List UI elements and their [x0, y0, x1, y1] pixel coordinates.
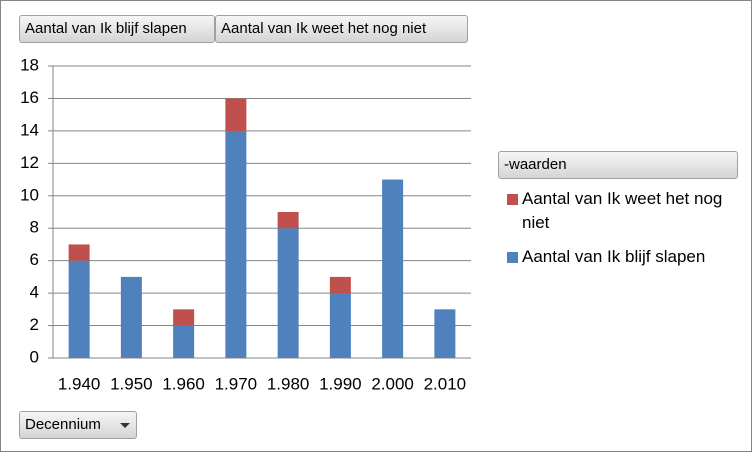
y-tick-label: 4 [30, 283, 39, 302]
x-tick-label: 2.000 [371, 374, 414, 393]
bar-segment [225, 98, 247, 131]
legend-item: Aantal van Ik weet het nog niet [498, 187, 738, 235]
x-tick-label: 1.990 [319, 374, 362, 393]
bar-segment [120, 276, 142, 358]
bar-segment [382, 179, 404, 358]
bar-segment [225, 130, 247, 358]
y-tick-label: 6 [30, 250, 39, 269]
bar-segment [173, 325, 195, 358]
bar-segment [277, 228, 299, 358]
legend: -waarden Aantal van Ik weet het nog niet… [498, 151, 738, 279]
filter-button[interactable]: Aantal van Ik weet het nog niet [215, 15, 468, 43]
y-tick-label: 16 [20, 88, 39, 107]
legend-item: Aantal van Ik blijf slapen [498, 245, 738, 269]
x-tick-label: 1.940 [58, 374, 101, 393]
y-tick-label: 2 [30, 315, 39, 334]
bar-segment [68, 260, 90, 358]
axis-field-label: Decennium [25, 416, 101, 433]
x-tick-label: 1.980 [267, 374, 310, 393]
legend-label: Aantal van Ik blijf slapen [522, 247, 706, 266]
y-tick-label: 18 [20, 55, 39, 74]
dropdown-arrow [120, 423, 130, 428]
x-tick-label: 1.970 [215, 374, 258, 393]
filter-button[interactable]: Aantal van Ik blijf slapen [19, 15, 215, 43]
x-tick-label: 2.010 [424, 374, 467, 393]
axis-field-button[interactable]: Decennium [19, 411, 137, 439]
y-tick-label: 14 [20, 120, 39, 139]
y-tick-label: 12 [20, 153, 39, 172]
y-tick-label: 10 [20, 185, 39, 204]
bar-segment [173, 309, 195, 326]
bar-segment [329, 293, 351, 358]
legend-swatch [507, 252, 518, 263]
y-tick-label: 8 [30, 218, 39, 237]
x-tick-label: 1.950 [110, 374, 153, 393]
bar-segment [277, 212, 299, 229]
y-tick-label: 0 [30, 347, 39, 366]
bar-segment [434, 309, 456, 358]
bar-segment [68, 244, 90, 261]
bar-segment [329, 276, 351, 294]
legend-label: Aantal van Ik weet het nog niet [522, 189, 723, 232]
legend-swatch [507, 194, 518, 205]
legend-title[interactable]: -waarden [498, 151, 738, 179]
x-tick-label: 1.960 [162, 374, 205, 393]
